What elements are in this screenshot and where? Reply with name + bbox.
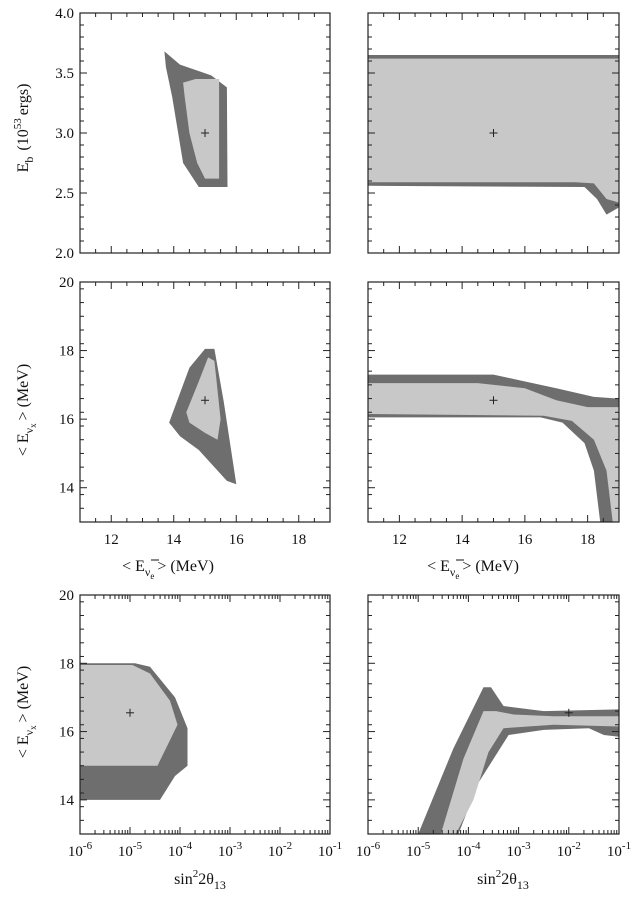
regions-top-left [164,51,228,188]
x-tick-label: 18 [580,532,595,548]
x-tick-label: 10-4 [168,840,193,860]
regions-bottom-left [80,663,188,800]
y-tick-label: 4.0 [55,6,74,22]
panel-frame [79,594,331,835]
panel-frame [367,594,620,835]
panel-top-right [367,12,620,254]
x-tick-label: 10-5 [118,840,143,860]
panel-middle-left: 12 14 16 18 14 16 18 20 [59,275,331,548]
y-tick-label: 20 [59,275,74,291]
x-tick-label: 10-2 [557,840,581,860]
x-tick-label: 14 [455,532,471,548]
sin-xlabel-right: sin22θ13 [477,868,529,892]
y-tick-label: 18 [59,344,74,360]
ex-ylabel-bottom: < Eνx> (MeV) [15,666,38,758]
inner-region [183,79,220,179]
y-tick-label: 3.0 [55,126,74,142]
x-tick-label: 18 [291,532,306,548]
x-tick-label: 14 [166,532,182,548]
sin-xlabel-left: sin22θ13 [174,868,226,892]
y-tick-label: 14 [59,793,75,809]
ee-xlabel-right: < Eνe> (MeV) [427,558,519,581]
panel-middle-right: 12 14 16 18 [367,281,620,548]
x-tick-label: 10-6 [356,840,381,860]
x-tick-label: 10-3 [218,840,243,860]
x-tick-label: 12 [392,532,407,548]
y-tick-label: 20 [59,588,74,604]
x-tick-label: 16 [517,532,533,548]
x-tick-label: 12 [104,532,119,548]
ex-ylabel-middle: < Eνx> (MeV) [15,364,38,456]
y-tick-label: 2.0 [55,246,74,262]
inner-region [440,711,619,834]
x-tick-label: 10-1 [318,840,342,860]
panel-bottom-left: 10-6 10-5 10-4 10-3 10-2 10-1 14 16 18 20 [59,588,342,860]
x-tick-label: 10-5 [406,840,431,860]
x-tick-label: 10-6 [68,840,93,860]
inner-region [80,665,178,766]
y-tick-label: 2.5 [55,186,74,202]
ee-xlabel-left: < Eνe> (MeV) [122,558,214,581]
regions-bottom-right [418,687,619,834]
y-tick-label: 16 [59,725,75,741]
inner-region [368,383,619,522]
eb-ylabel: Eb(1053ergs) [12,84,36,173]
y-tick-label: 16 [59,412,75,428]
inner-region [186,357,221,440]
x-tick-label: 10-3 [507,840,532,860]
x-tick-label: 10-1 [607,840,631,860]
y-tick-label: 18 [59,656,74,672]
y-tick-label: 14 [59,481,75,497]
panel-top-left: 2.0 2.5 3.0 3.5 4.0 [55,6,331,262]
panel-bottom-right: 10-6 10-5 10-4 10-3 10-2 10-1 [356,594,631,860]
x-tick-label: 10-2 [268,840,292,860]
y-tick-label: 3.5 [55,66,74,82]
x-tick-label: 16 [229,532,245,548]
x-tick-label: 10-4 [456,840,481,860]
regions-middle-left [169,348,237,485]
regions-middle-right [368,374,619,522]
